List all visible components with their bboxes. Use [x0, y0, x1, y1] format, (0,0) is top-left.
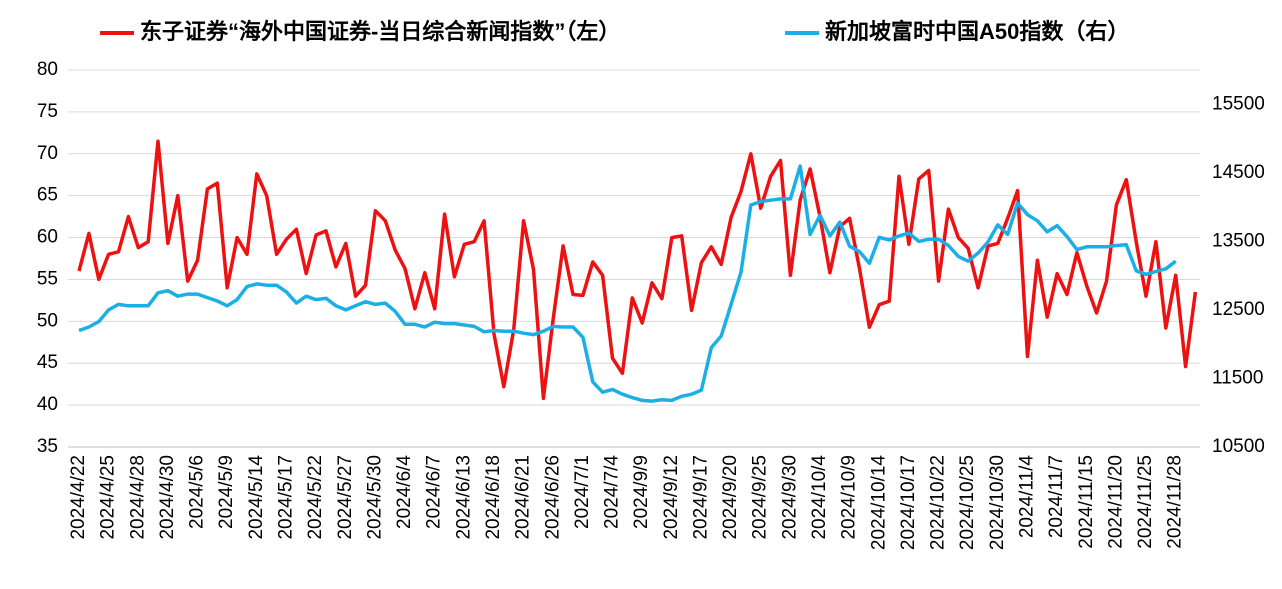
- x-tick-label: 2024/5/30: [364, 455, 385, 540]
- y-tick-label: 40: [37, 394, 58, 415]
- y2-tick-label: 14500: [1212, 162, 1265, 183]
- x-tick-label: 2024/10/30: [987, 455, 1008, 550]
- x-tick-label: 2024/4/22: [68, 455, 89, 540]
- y-tick-label: 75: [37, 101, 58, 122]
- x-tick-label: 2024/10/25: [957, 455, 978, 550]
- x-tick-label: 2024/4/30: [157, 455, 178, 540]
- x-tick-label: 2024/6/21: [513, 455, 534, 540]
- x-tick-label: 2024/10/4: [809, 455, 830, 540]
- y2-tick-label: 12500: [1212, 299, 1265, 320]
- x-tick-label: 2024/9/12: [661, 455, 682, 540]
- x-tick-label: 2024/5/9: [216, 455, 237, 529]
- y2-tick-label: 13500: [1212, 230, 1265, 251]
- y2-tick-label: 10500: [1212, 436, 1265, 457]
- y-tick-label: 80: [37, 59, 58, 80]
- x-tick-label: 2024/6/13: [453, 455, 474, 540]
- x-tick-label: 2024/10/22: [928, 455, 949, 550]
- x-tick-label: 2024/7/4: [602, 455, 623, 529]
- x-tick-label: 2024/9/30: [779, 455, 800, 540]
- series-line: [77, 139, 1198, 401]
- x-tick-label: 2024/10/14: [868, 455, 889, 551]
- x-tick-label: 2024/5/17: [275, 455, 296, 540]
- x-tick-label: 2024/7/1: [572, 455, 593, 529]
- x-tick-label: 2024/5/14: [246, 455, 267, 540]
- y2-tick-label: 11500: [1212, 367, 1263, 388]
- x-tick-label: 2024/10/9: [839, 455, 860, 540]
- x-tick-label: 2024/4/25: [98, 455, 119, 540]
- x-tick-label: 2024/11/15: [1076, 455, 1097, 549]
- y-tick-label: 70: [37, 143, 58, 164]
- x-tick-label: 2024/9/17: [690, 455, 711, 540]
- y-tick-label: 45: [37, 352, 58, 373]
- series-line: [78, 164, 1177, 403]
- x-tick-label: 2024/9/25: [750, 455, 771, 540]
- x-tick-label: 2024/6/7: [424, 455, 445, 529]
- x-tick-label: 2024/5/27: [335, 455, 356, 540]
- x-tick-label: 2024/11/7: [1046, 455, 1067, 538]
- y-tick-label: 65: [37, 185, 58, 206]
- y-tick-label: 50: [37, 310, 58, 331]
- x-tick-label: 2024/11/20: [1105, 455, 1126, 549]
- y2-tick-label: 15500: [1212, 93, 1265, 114]
- x-tick-label: 2024/11/25: [1135, 455, 1156, 549]
- x-tick-label: 2024/11/28: [1165, 455, 1186, 549]
- x-tick-label: 2024/6/4: [394, 455, 415, 529]
- x-tick-label: 2024/4/28: [127, 455, 148, 540]
- x-tick-label: 2024/5/22: [305, 455, 326, 540]
- x-tick-label: 2024/9/20: [720, 455, 741, 540]
- legend-label: 新加坡富时中国A50指数（右）: [825, 19, 1129, 44]
- x-tick-label: 2024/11/4: [1016, 455, 1037, 539]
- x-tick-label: 2024/6/18: [483, 455, 504, 540]
- y-tick-label: 55: [37, 268, 58, 289]
- y-tick-label: 60: [37, 227, 58, 248]
- x-tick-label: 2024/6/26: [542, 455, 563, 540]
- x-tick-label: 2024/5/6: [187, 455, 208, 529]
- x-tick-label: 2024/9/9: [631, 455, 652, 529]
- x-tick-label: 2024/10/17: [898, 455, 919, 550]
- y-tick-label: 35: [37, 436, 58, 457]
- legend-label: 东子证券“海外中国证券-当日综合新闻指数”（左）: [140, 19, 620, 44]
